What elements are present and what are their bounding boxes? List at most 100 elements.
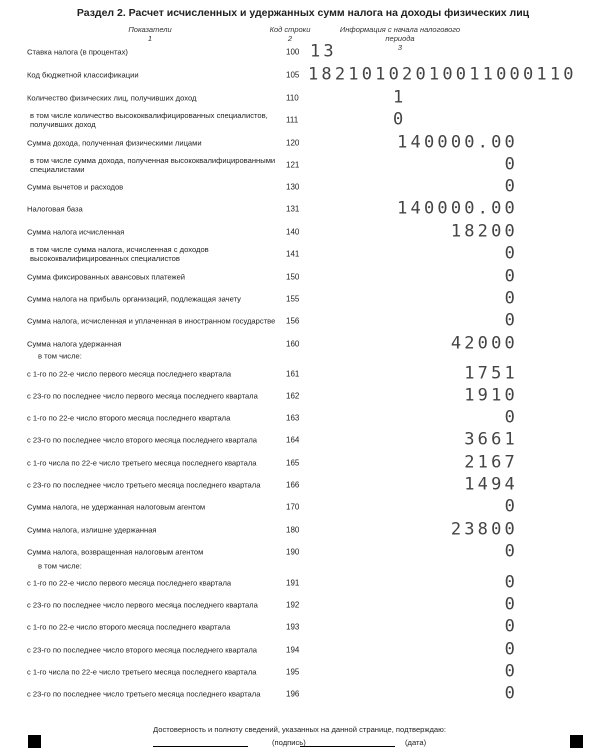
row-label: с 23-го по последнее число первого месяц… bbox=[27, 600, 258, 610]
row-label: с 1-го по 22-е число первого месяца посл… bbox=[27, 369, 232, 379]
date-label: (дата) bbox=[405, 738, 427, 747]
row-label: Сумма налога, излишне удержанная bbox=[27, 525, 157, 535]
row-value[interactable]: 0 bbox=[504, 176, 518, 197]
row-label: с 1-го по 22-е число второго месяца посл… bbox=[27, 413, 231, 423]
signature-line[interactable] bbox=[153, 746, 248, 747]
row-label: Ставка налога (в процентах) bbox=[27, 47, 128, 57]
row-code: 155 bbox=[286, 294, 300, 304]
row-code: 150 bbox=[286, 272, 300, 282]
row-value[interactable]: 0 bbox=[504, 572, 518, 593]
subheading-160: в том числе: bbox=[38, 351, 82, 361]
row-label: Код бюджетной классификации bbox=[27, 70, 139, 80]
row-value[interactable]: 0 bbox=[504, 288, 518, 309]
row-code: 190 bbox=[286, 547, 300, 557]
header-col3: Информация с начала налогового периода bbox=[339, 25, 461, 43]
row-value[interactable]: 2167 bbox=[464, 452, 518, 473]
row-code: 193 bbox=[286, 622, 300, 632]
header-col2-num: 2 bbox=[287, 34, 293, 43]
row-label: Сумма фиксированных авансовых платежей bbox=[27, 272, 186, 282]
row-code: 194 bbox=[286, 645, 300, 655]
row-label: с 23-го по последнее число второго месяц… bbox=[27, 435, 258, 445]
confirm-text: Достоверность и полноту сведений, указан… bbox=[153, 725, 446, 734]
row-value[interactable]: 140000.00 bbox=[397, 132, 518, 153]
row-label: с 1-го по 22-е число второго месяца посл… bbox=[27, 622, 231, 632]
row-code: 164 bbox=[286, 435, 300, 445]
row-value[interactable]: 0 bbox=[504, 541, 518, 562]
row-value[interactable]: 23800 bbox=[450, 519, 518, 540]
row-code: 110 bbox=[286, 93, 299, 103]
row-label: Сумма вычетов и расходов bbox=[27, 182, 124, 192]
header-indicators: Показатели 1 bbox=[80, 25, 220, 43]
row-value[interactable]: 0 bbox=[504, 266, 518, 287]
row-label: с 1-го по 22-е число первого месяца посл… bbox=[27, 578, 232, 588]
row-code: 156 bbox=[286, 316, 300, 326]
row-label: с 23-го по последнее число третьего меся… bbox=[27, 689, 261, 699]
row-label: Сумма налога удержанная bbox=[27, 339, 122, 349]
row-code: 195 bbox=[286, 667, 300, 677]
header-col2: Код строки bbox=[269, 25, 311, 34]
row-value[interactable]: 0 bbox=[504, 594, 518, 615]
row-code: 192 bbox=[286, 600, 300, 610]
row-code: 120 bbox=[286, 138, 300, 148]
row-value[interactable]: 18200 bbox=[450, 221, 518, 242]
row-code: 162 bbox=[286, 391, 300, 401]
signature-label: (подпись) bbox=[272, 738, 306, 747]
header-col1-num: 1 bbox=[147, 34, 153, 43]
row-value[interactable]: 42000 bbox=[450, 333, 518, 354]
subheading-190: в том числе: bbox=[38, 561, 82, 571]
row-label: с 23-го по последнее число первого месяц… bbox=[27, 391, 258, 401]
row-label: в том числе количество высококвалифициро… bbox=[30, 111, 268, 129]
row-label: с 23-го по последнее число третьего меся… bbox=[27, 480, 261, 490]
row-label: с 1-го числа по 22-е число третьего меся… bbox=[27, 458, 257, 468]
row-code: 165 bbox=[286, 458, 300, 468]
row-value[interactable]: 1 bbox=[393, 87, 407, 108]
row-label: Сумма налога на прибыль организаций, под… bbox=[27, 294, 241, 304]
row-label: в том числе сумма налога, исчисленная с … bbox=[30, 245, 209, 263]
row-value[interactable]: 0 bbox=[504, 616, 518, 637]
header-col1: Показатели bbox=[128, 25, 172, 34]
row-value[interactable]: 1494 bbox=[464, 474, 518, 495]
row-code: 111 bbox=[286, 115, 299, 125]
corner-marker-right bbox=[570, 735, 583, 748]
row-code: 141 bbox=[286, 249, 300, 259]
row-value[interactable]: 13 bbox=[310, 41, 337, 62]
row-code: 130 bbox=[286, 182, 300, 192]
row-code: 170 bbox=[286, 502, 300, 512]
row-label: Сумма налога исчисленная bbox=[27, 227, 125, 237]
date-line[interactable] bbox=[300, 746, 395, 747]
row-code: 121 bbox=[286, 160, 300, 170]
row-value[interactable]: 0 bbox=[393, 109, 407, 130]
row-value[interactable]: 0 bbox=[504, 639, 518, 660]
row-value[interactable]: 0 bbox=[504, 154, 518, 175]
row-label: Количество физических лиц, получивших до… bbox=[27, 93, 197, 103]
row-label: Сумма налога, не удержанная налоговым аг… bbox=[27, 502, 206, 512]
corner-marker-left bbox=[28, 735, 41, 748]
row-value[interactable]: 140000.00 bbox=[397, 198, 518, 219]
row-label: Сумма налога, исчисленная и уплаченная в… bbox=[27, 316, 276, 326]
row-value[interactable]: 0 bbox=[504, 243, 518, 264]
row-value[interactable]: 1910 bbox=[464, 385, 518, 406]
header-info: Информация с начала налогового периода 3 bbox=[330, 25, 470, 52]
row-code: 166 bbox=[286, 480, 300, 490]
section-title: Раздел 2. Расчет исчисленных и удержанны… bbox=[76, 7, 530, 19]
row-value[interactable]: 0 bbox=[504, 683, 518, 704]
row-value[interactable]: 0 bbox=[504, 496, 518, 517]
row-code: 180 bbox=[286, 525, 300, 535]
row-code: 161 bbox=[286, 369, 300, 379]
row-code: 131 bbox=[286, 204, 300, 214]
row-value[interactable]: 0 bbox=[504, 407, 518, 428]
row-label: в том числе сумма дохода, полученная выс… bbox=[30, 156, 276, 174]
row-value[interactable]: 1751 bbox=[464, 363, 518, 384]
row-value[interactable]: 18210102010011000110 bbox=[308, 64, 577, 85]
row-label: Сумма дохода, полученная физическими лиц… bbox=[27, 138, 202, 148]
row-label: с 23-го по последнее число второго месяц… bbox=[27, 645, 258, 655]
row-value[interactable]: 0 bbox=[504, 661, 518, 682]
row-label: Сумма налога, возвращенная налоговым аге… bbox=[27, 547, 204, 557]
row-value[interactable]: 3661 bbox=[464, 429, 518, 450]
row-value[interactable]: 0 bbox=[504, 310, 518, 331]
header-line-code: Код строки 2 bbox=[260, 25, 320, 43]
row-label: Налоговая база bbox=[27, 204, 83, 214]
row-code: 140 bbox=[286, 227, 300, 237]
row-code: 100 bbox=[286, 47, 300, 57]
